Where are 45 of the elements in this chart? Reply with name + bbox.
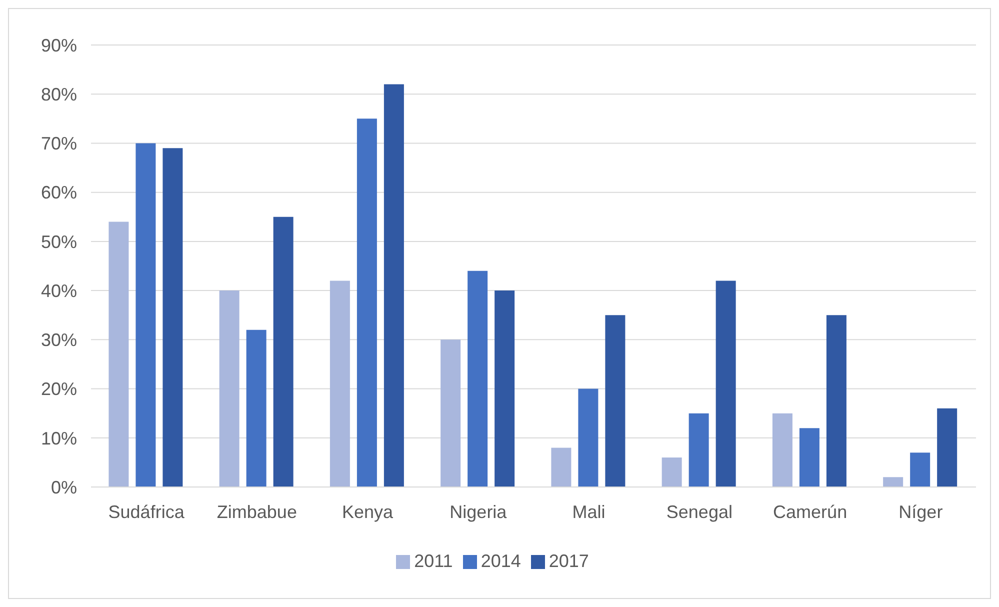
x-tick-label: Sudáfrica [108, 502, 186, 522]
bar [219, 290, 240, 487]
y-tick-label: 40% [40, 280, 77, 301]
bar [246, 330, 266, 487]
bar [937, 408, 958, 487]
bar [883, 477, 904, 487]
legend-label: 2017 [548, 551, 589, 571]
bar [162, 148, 183, 487]
x-tick-label: Zimbabue [216, 502, 297, 522]
bar [826, 315, 846, 487]
bar [578, 388, 598, 487]
bar [440, 340, 461, 487]
x-tick-label: Nigeria [450, 502, 508, 522]
bar [494, 290, 515, 487]
bar [910, 452, 930, 487]
bar [772, 413, 792, 487]
bar [356, 118, 377, 487]
bar [136, 143, 156, 487]
x-tick-label: Kenya [342, 502, 394, 522]
y-tick-label: 10% [40, 428, 77, 448]
bar [384, 84, 404, 487]
bar [108, 222, 129, 487]
bar [468, 270, 488, 487]
y-tick-label: 0% [50, 477, 77, 498]
y-tick-label: 60% [40, 182, 77, 203]
legend-label: 2014 [480, 551, 521, 571]
bar [273, 216, 294, 487]
x-tick-label: Mali [572, 502, 606, 522]
y-tick-label: 80% [40, 84, 77, 104]
legend-label: 2011 [414, 551, 453, 571]
x-tick-label: Camerún [773, 502, 848, 522]
bar [551, 448, 572, 487]
x-tick-label: Senegal [666, 502, 732, 522]
y-tick-label: 50% [40, 232, 77, 252]
y-tick-label: 30% [40, 330, 77, 350]
y-tick-label: 20% [40, 379, 77, 400]
bar [662, 458, 682, 487]
bar [688, 413, 709, 487]
bar [605, 315, 626, 487]
bar [716, 280, 736, 487]
y-tick-label: 90% [40, 35, 77, 56]
bar [330, 280, 350, 487]
bar [799, 428, 820, 487]
x-tick-label: Níger [898, 502, 943, 522]
y-tick-label: 70% [40, 134, 77, 154]
